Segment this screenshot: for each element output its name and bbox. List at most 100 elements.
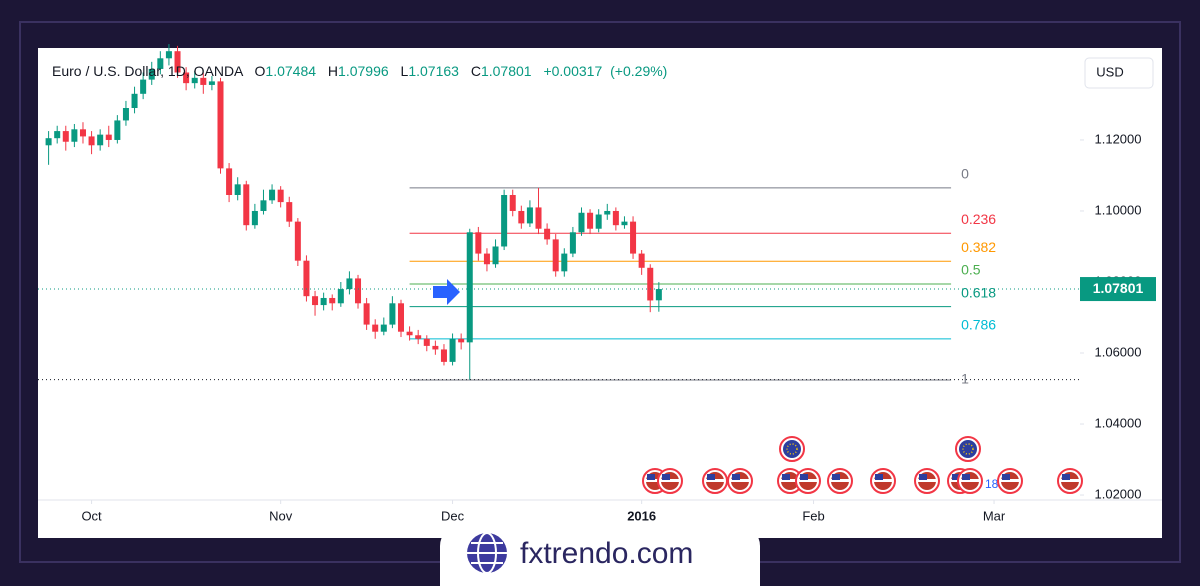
event-flag-canton [832,474,840,480]
ohlc-value: 1.07163 [408,63,459,79]
candle-body [475,232,482,254]
candle-body [526,207,533,224]
candle-body [630,221,637,254]
candle-body [79,129,86,137]
candle-body [449,338,456,362]
candle-body [165,51,172,59]
x-tick-label: Oct [81,508,102,523]
candle-body [286,202,293,222]
fib-label: 0.382 [961,239,996,255]
candle-body [277,189,284,203]
candle-body [329,297,336,304]
candle-body [208,81,215,85]
fib-label: 1 [961,371,969,387]
event-flag [959,440,977,458]
candle-body [243,184,250,226]
y-tick-label: 1.04000 [1095,415,1142,430]
fib-label: 0.236 [961,211,996,227]
candle-body [363,303,370,325]
event-flag-stripe [731,479,749,482]
candle-body [389,303,396,325]
event-flag-canton [1002,474,1010,480]
candle-body [638,253,645,268]
candle-body [483,253,490,265]
candle-body [234,184,241,195]
candle-body [148,68,155,80]
event-flag-stripe [961,479,979,482]
y-tick-label: 1.06000 [1095,344,1142,359]
candle-body [380,324,387,332]
event-flag-stripe [918,479,936,482]
event-flag-canton [662,474,670,480]
candle-body [337,289,344,304]
candle-body [406,331,413,336]
event-flag-canton [707,474,715,480]
candle-body [174,51,181,73]
event-flag-canton [732,474,740,480]
candle-body [114,120,121,140]
candle-body [251,210,258,226]
candle-body [226,168,233,195]
candle-body [140,79,147,94]
candle-body [217,81,224,169]
y-tick-label: 1.12000 [1095,131,1142,146]
watermark-tab [440,524,760,586]
candle-body [260,200,267,211]
ohlc-prefix: H [328,63,338,79]
candle-body [655,289,662,301]
event-flag-stripe [781,479,799,482]
currency-button-box[interactable] [1084,57,1154,89]
header: Euro / U.S. Dollar, 1D, OANDA O1.07484 H… [52,63,667,79]
fib-layer: 0 0.236 0.382 0.5 0.618 0.786 1 [409,166,996,387]
price-badge [1080,277,1156,302]
ohlc-value: 1.07996 [338,63,389,79]
candle-body [294,221,301,261]
candle-body [200,77,207,85]
candle-body [269,189,276,201]
event-flag-canton [919,474,927,480]
candle-body [458,338,465,343]
event-layer: 18 [642,436,1083,494]
candle-body [621,221,628,226]
x-tick-label: 2016 [627,508,656,523]
x-tick-label: Dec [441,508,465,523]
candle-body [518,210,525,224]
candle-body [604,210,611,215]
candle-body [552,239,559,272]
ohlc-value: 1.07801 [481,63,532,79]
event-flag-stripe [874,479,892,482]
candle-body [501,194,508,247]
ohlc-prefix: L [401,63,409,79]
x-tick-label: Feb [802,508,824,523]
candle-body [191,77,198,84]
candle-body [544,228,551,240]
watermark: fxtrendo.com [440,524,760,586]
event-flag-canton [800,474,808,480]
currency-button[interactable]: USD [1084,57,1154,89]
candle-body [88,136,95,146]
candle-body [346,278,353,290]
candle-body [122,108,129,121]
candle-body [509,194,516,211]
fib-label: 0 [961,166,969,182]
watermark-text: fxtrendo.com [520,537,693,570]
ohlc-prefix: O [255,63,266,79]
event-flag-stars [962,443,974,455]
candle-body [54,131,61,139]
candle-body [440,349,447,362]
event-flag [783,440,801,458]
event-flag-stripe [831,479,849,482]
candle-body [569,232,576,254]
candle-body [320,297,327,306]
event-flag-stripe [799,479,817,482]
event-flag-stripe [1061,479,1079,482]
event-flag-stripe [646,479,664,482]
event-flag-stripe [1001,479,1019,482]
candle-body [62,131,69,142]
currency-label[interactable]: USD [1096,64,1123,79]
candle-body [131,93,138,109]
event-flag-stripe [706,479,724,482]
candle-body [595,214,602,229]
